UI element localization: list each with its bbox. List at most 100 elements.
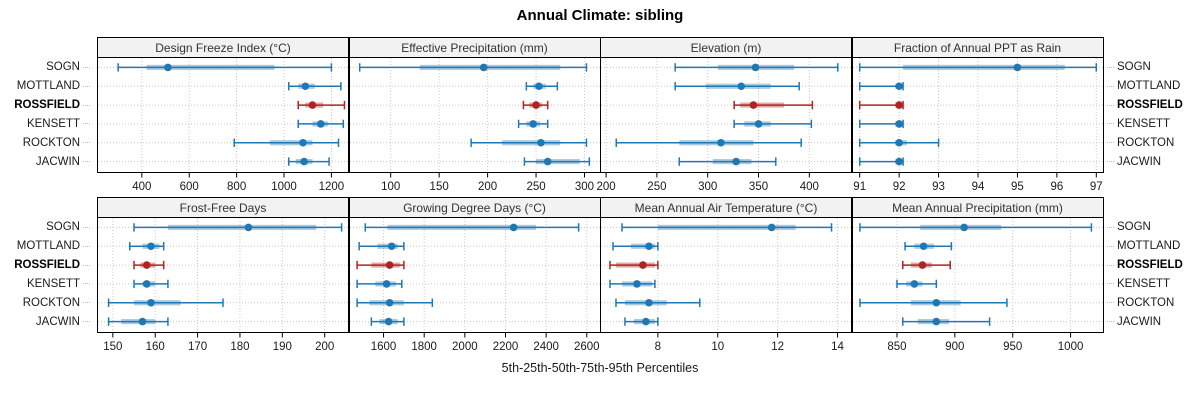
axis-svg: 8 10 12 14	[655, 333, 845, 353]
plot-svg	[98, 218, 348, 331]
site-labels-right-top: SOGN MOTTLAND ROSSFIELD KENSETT ROCKTON …	[1107, 58, 1195, 171]
site-label-text: JACWIN	[35, 155, 80, 168]
site-label: ROSSFIELD	[2, 256, 90, 275]
panel-mean-air-temperature: Mean Annual Air Temperature (°C) 8 10 12 14	[600, 197, 852, 359]
site-label-text: KENSETT	[26, 117, 80, 130]
panel-x-axis: 200 250 300 350 400	[596, 173, 852, 199]
panel-strip-title: Fraction of Annual PPT as Rain	[851, 37, 1104, 58]
site-label-text: KENSETT	[1117, 117, 1171, 130]
median-dot	[384, 317, 392, 326]
panel-x-axis: 400 600 800 1000 1200	[97, 173, 349, 199]
site-label: ROSSFIELD	[1107, 256, 1195, 275]
axis-tick-label: 93	[932, 181, 945, 193]
median-dot	[244, 223, 253, 232]
axis-tick-label: 2400	[533, 341, 559, 353]
leader-dots	[83, 264, 90, 266]
plot-svg	[349, 218, 600, 331]
site-label-text: KENSETT	[26, 277, 80, 290]
leader-dots	[1107, 161, 1114, 163]
plot-svg	[852, 218, 1103, 331]
site-label: KENSETT	[2, 274, 90, 293]
site-label: JACWIN	[1107, 152, 1195, 171]
axis-tick-label: 300	[574, 181, 593, 193]
site-labels-right-bottom: SOGN MOTTLAND ROSSFIELD KENSETT ROCKTON …	[1107, 218, 1195, 331]
axis-tick-label: 600	[180, 181, 199, 193]
axis-tick-label: 160	[146, 341, 165, 353]
median-dot	[382, 280, 390, 288]
median-dot	[534, 82, 543, 91]
axis-svg: 400 600 800 1000 1200	[132, 173, 345, 193]
panel-mean-precipitation: Mean Annual Precipitation (mm) 850 900 950…	[851, 197, 1104, 359]
median-dot	[308, 101, 317, 109]
median-dot	[633, 280, 641, 288]
plot-svg	[601, 58, 851, 171]
axis-tick-label: 92	[892, 181, 905, 193]
site-label-text: SOGN	[1117, 221, 1151, 234]
panel-effective-precipitation: Effective Precipitation (mm) 100 150 200 25…	[348, 37, 601, 199]
median-dot	[894, 138, 903, 147]
plot-svg	[852, 58, 1103, 171]
axis-tick-label: 95	[1011, 181, 1024, 193]
panel-x-axis: 91 92 93 94 95 96 97	[852, 173, 1104, 199]
site-label-text: SOGN	[46, 61, 80, 74]
median-dot	[737, 82, 746, 91]
axis-tick-label: 300	[698, 181, 717, 193]
chart-title: Annual Climate: sibling	[516, 7, 684, 24]
axis-tick-label: 97	[1089, 181, 1102, 193]
median-dot	[751, 63, 760, 72]
median-dot	[754, 120, 763, 128]
site-label: MOTTLAND	[1107, 237, 1195, 256]
median-dot	[385, 261, 393, 269]
panel-x-axis: 1600 1800 2000 2200 2400 2600	[349, 333, 601, 359]
panel-growing-degree-days: Growing Degree Days (°C) 1600 1800 2000 220…	[348, 197, 601, 359]
median-dot	[536, 138, 545, 147]
median-dot	[142, 261, 151, 269]
site-label-text: ROSSFIELD	[1117, 99, 1183, 112]
panel-strip-title: Effective Precipitation (mm)	[348, 37, 601, 58]
axis-tick-label: 250	[526, 181, 545, 193]
axis-tick-label: 2000	[452, 341, 478, 353]
leader-dots	[1107, 142, 1114, 144]
panel-strip-title: Frost-Free Days	[97, 197, 349, 218]
median-dot	[894, 101, 903, 109]
panel-plot-area	[851, 218, 1104, 333]
site-label: MOTTLAND	[2, 237, 90, 256]
leader-dots	[83, 123, 90, 125]
panel-fraction-ppt-rain: Fraction of Annual PPT as Rain 91 92 93 94 9…	[851, 37, 1104, 199]
site-label: ROCKTON	[2, 293, 90, 312]
median-dot	[894, 157, 903, 166]
axis-tick-label: 200	[478, 181, 497, 193]
site-label: SOGN	[1107, 58, 1195, 77]
site-label: KENSETT	[1107, 114, 1195, 133]
axis-tick-label: 8	[655, 341, 661, 353]
site-label: ROCKTON	[2, 133, 90, 152]
panel-strip-title: Growing Degree Days (°C)	[348, 197, 601, 218]
plot-svg	[601, 218, 851, 331]
leader-dots	[83, 85, 90, 87]
panel-x-axis: 100 150 200 250 300	[349, 173, 601, 199]
site-label-text: SOGN	[1117, 61, 1151, 74]
site-label-text: ROCKTON	[22, 136, 80, 149]
median-dot	[301, 82, 310, 91]
panel-strip-title: Elevation (m)	[600, 37, 852, 58]
axis-tick-label: 94	[971, 181, 984, 193]
median-dot	[543, 157, 551, 166]
axis-tick-label: 12	[771, 341, 784, 353]
median-dot	[732, 157, 740, 166]
site-label: JACWIN	[2, 152, 90, 171]
site-label-text: SOGN	[46, 221, 80, 234]
site-label: KENSETT	[1107, 274, 1195, 293]
axis-tick-label: 1000	[271, 181, 297, 193]
panel-plot-area	[97, 218, 349, 333]
site-label-text: ROSSFIELD	[14, 259, 80, 272]
median-dot	[147, 298, 155, 307]
leader-dots	[83, 104, 90, 106]
leader-dots	[83, 321, 90, 323]
site-label: KENSETT	[2, 114, 90, 133]
site-label-text: MOTTLAND	[16, 80, 80, 93]
axis-tick-label: 1200	[319, 181, 345, 193]
panel-plot-area	[600, 58, 852, 173]
site-label: ROSSFIELD	[2, 96, 90, 115]
plot-svg	[98, 58, 348, 171]
panel-frost-free-days: Frost-Free Days 150 160 170 180 190 200	[97, 197, 349, 359]
